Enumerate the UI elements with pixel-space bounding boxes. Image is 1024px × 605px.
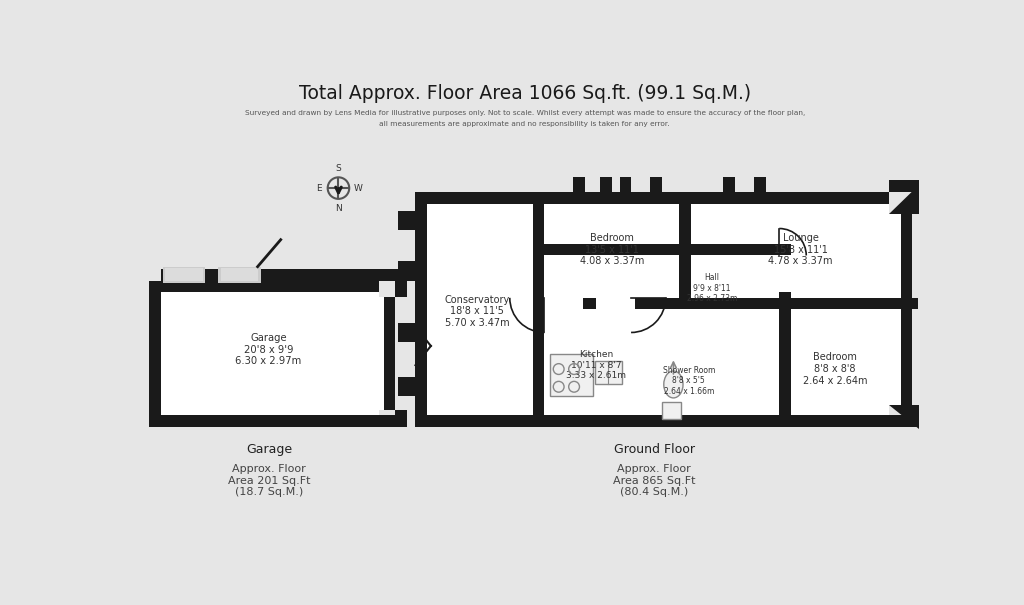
Polygon shape — [889, 180, 924, 214]
Bar — [161, 269, 384, 281]
Bar — [779, 292, 791, 427]
Text: all measurements are approximate and no responsibility is taken for any error.: all measurements are approximate and no … — [380, 121, 670, 127]
Bar — [218, 267, 261, 283]
Bar — [397, 261, 416, 281]
Text: S: S — [336, 163, 341, 172]
Bar — [532, 298, 918, 309]
Bar — [889, 180, 912, 192]
Bar — [532, 192, 545, 427]
Text: Garage: Garage — [246, 443, 292, 456]
Bar — [395, 269, 407, 298]
Bar — [379, 269, 407, 298]
Bar — [397, 323, 416, 342]
Bar — [573, 177, 611, 192]
Text: Bedroom
8'8 x 8'8
2.64 x 2.64m: Bedroom 8'8 x 8'8 2.64 x 2.64m — [803, 353, 867, 385]
Bar — [163, 267, 205, 283]
Text: Approx. Floor
Area 865 Sq.Ft
(80.4 Sq.M.): Approx. Floor Area 865 Sq.Ft (80.4 Sq.M.… — [613, 464, 695, 497]
Bar — [573, 177, 585, 194]
Text: Conservatory
18'8 x 11'5
5.70 x 3.47m: Conservatory 18'8 x 11'5 5.70 x 3.47m — [444, 295, 510, 328]
Bar — [724, 177, 735, 194]
Bar — [600, 177, 611, 194]
Bar — [650, 177, 662, 194]
Bar — [912, 405, 924, 427]
Bar — [545, 296, 583, 309]
Bar — [220, 268, 258, 281]
Bar — [550, 354, 593, 396]
Text: Garage
20'8 x 9'9
6.30 x 2.97m: Garage 20'8 x 9'9 6.30 x 2.97m — [236, 333, 301, 367]
Bar — [889, 405, 924, 427]
Text: Approx. Floor
Area 201 Sq.Ft
(18.7 Sq.M.): Approx. Floor Area 201 Sq.Ft (18.7 Sq.M.… — [228, 464, 310, 497]
Bar — [397, 377, 416, 396]
Bar — [379, 269, 395, 281]
Bar — [912, 180, 924, 214]
Text: Total Approx. Floor Area 1066 Sq.ft. (99.1 Sq.M.): Total Approx. Floor Area 1066 Sq.ft. (99… — [299, 84, 751, 103]
Ellipse shape — [664, 371, 683, 398]
Bar — [395, 410, 407, 427]
Bar — [724, 177, 766, 192]
Text: Surveyed and drawn by Lens Media for illustrative purposes only. Not to scale. W: Surveyed and drawn by Lens Media for ill… — [245, 110, 805, 116]
Bar — [596, 296, 635, 309]
Text: W: W — [354, 183, 362, 192]
Text: E: E — [315, 183, 322, 192]
Bar — [379, 415, 395, 427]
Bar — [595, 361, 622, 384]
Bar — [662, 402, 681, 419]
Text: N: N — [335, 204, 342, 214]
Text: Shower Room
8'8 x 5'5
2.64 x 1.66m: Shower Room 8'8 x 5'5 2.64 x 1.66m — [663, 365, 715, 396]
Text: Hall
9'9 x 8'11
2.96 x 2.73m: Hall 9'9 x 8'11 2.96 x 2.73m — [687, 273, 737, 303]
Text: Bedroom
13'5 x 11'1
4.08 x 3.37m: Bedroom 13'5 x 11'1 4.08 x 3.37m — [580, 233, 644, 266]
Bar — [150, 281, 395, 427]
Bar — [379, 410, 407, 427]
Bar — [539, 244, 791, 255]
Bar — [416, 192, 912, 427]
Text: Lounge
15'8 x 11'1
4.78 x 3.37m: Lounge 15'8 x 11'1 4.78 x 3.37m — [768, 233, 833, 266]
Bar — [397, 211, 416, 231]
Bar — [889, 180, 924, 214]
Polygon shape — [889, 405, 924, 433]
Bar — [620, 177, 662, 192]
Bar — [755, 177, 766, 194]
Text: Kitchen
10'11 x 8'7
3.33 x 2.61m: Kitchen 10'11 x 8'7 3.33 x 2.61m — [566, 350, 627, 380]
Bar — [161, 292, 384, 415]
Text: Ground Floor: Ground Floor — [613, 443, 694, 456]
Bar — [620, 177, 631, 194]
Bar — [889, 415, 912, 427]
Bar — [427, 203, 900, 415]
Bar — [679, 192, 691, 304]
Bar — [165, 268, 203, 281]
